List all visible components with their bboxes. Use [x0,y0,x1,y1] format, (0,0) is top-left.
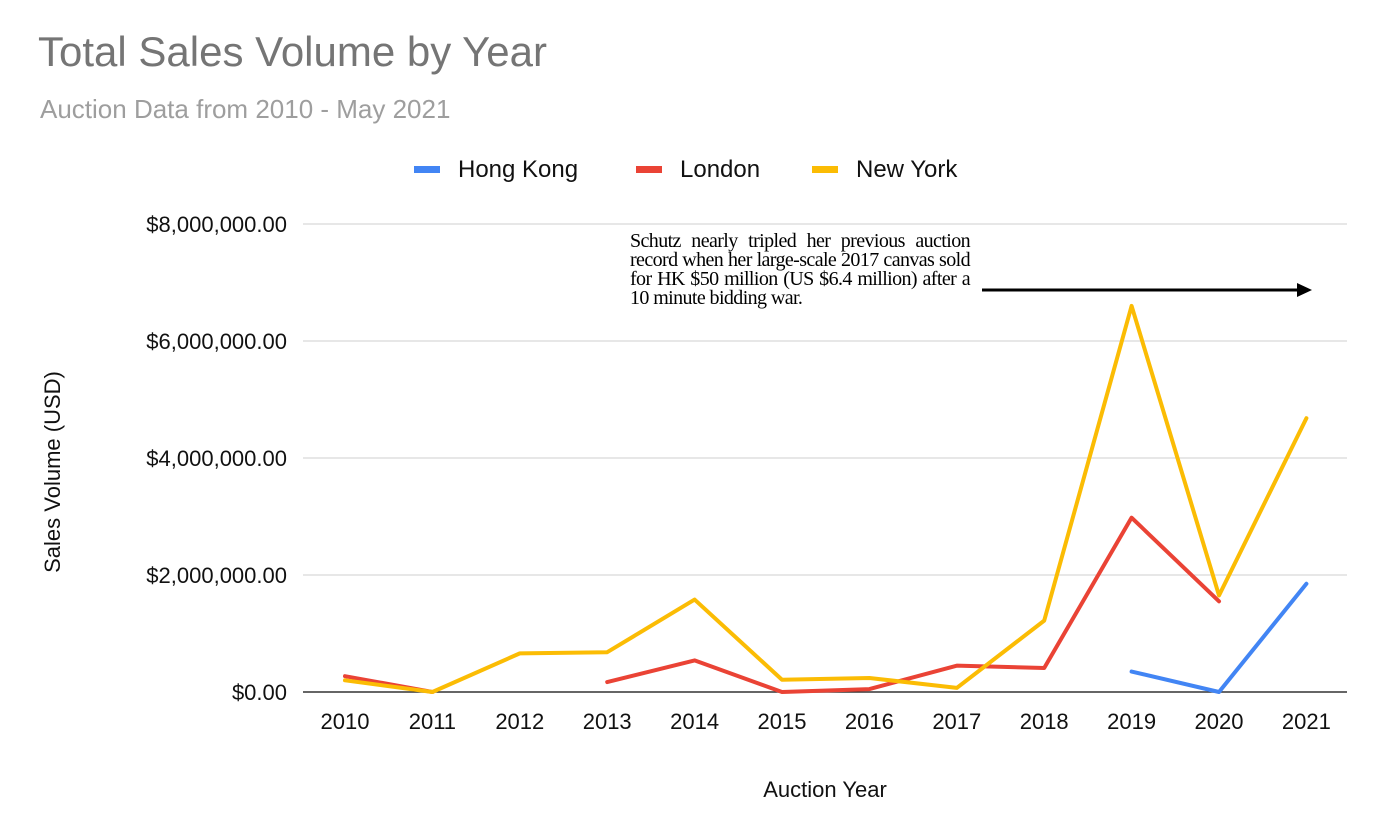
annotation-text: Schutz nearly tripled her previous aucti… [630,230,971,309]
chart-title: Total Sales Volume by Year [38,28,548,75]
x-tick-label: 2015 [758,709,807,734]
legend-swatch-london [636,166,662,173]
annotation-arrow-head [1297,283,1312,297]
x-tick-label: 2020 [1195,709,1244,734]
legend-swatch-new-york [812,166,838,173]
y-axis-title: Sales Volume (USD) [40,371,65,573]
chart-subtitle: Auction Data from 2010 - May 2021 [40,94,451,124]
legend-swatch-hong-kong [414,166,440,173]
y-tick-label: $8,000,000.00 [146,212,287,237]
x-tick-label: 2019 [1107,709,1156,734]
legend-label-london: London [680,156,760,183]
y-axis-tick-labels: $0.00 $2,000,000.00 $4,000,000.00 $6,000,00… [146,212,287,705]
series-lines [343,303,1309,694]
x-axis-tick-labels: 2010 2011 2012 2013 2014 2015 2016 2017 2018 2019… [321,709,1331,734]
x-tick-label: 2021 [1282,709,1331,734]
x-tick-label: 2011 [409,709,456,734]
x-tick-label: 2016 [845,709,894,734]
x-tick-label: 2010 [321,709,370,734]
series-line-new-york [343,303,1309,694]
x-tick-label: 2017 [932,709,981,734]
annotation-arrow [982,283,1312,297]
legend-label-hong-kong: Hong Kong [458,156,578,183]
x-tick-label: 2012 [495,709,544,734]
legend: Hong Kong London New York [414,156,958,183]
y-tick-label: $2,000,000.00 [146,563,287,588]
x-tick-label: 2013 [583,709,632,734]
x-tick-label: 2014 [670,709,719,734]
series-line-hong-kong [1129,581,1309,694]
y-tick-label: $6,000,000.00 [146,329,287,354]
legend-label-new-york: New York [856,156,958,183]
x-axis-title: Auction Year [763,777,887,802]
series-line-london [605,515,1221,694]
y-tick-label: $4,000,000.00 [146,446,287,471]
x-tick-label: 2018 [1020,709,1069,734]
y-tick-label: $0.00 [232,680,287,705]
